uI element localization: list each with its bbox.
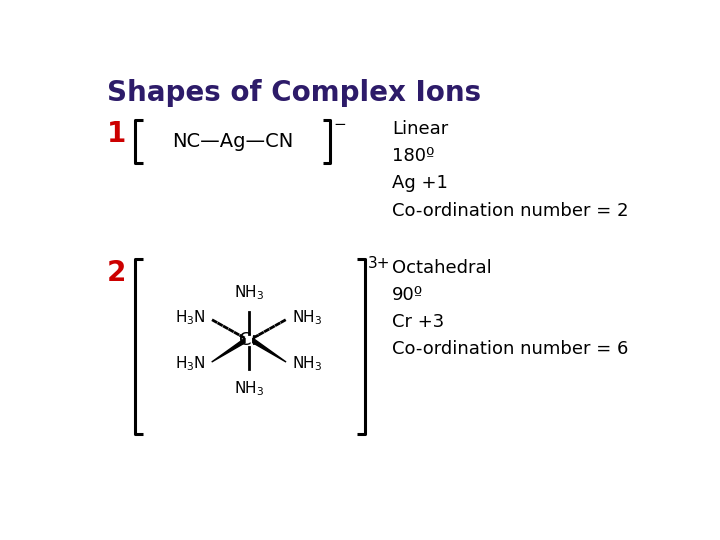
Text: 3+: 3+ [368,256,391,271]
Text: H$_3$N: H$_3$N [175,308,205,327]
Text: 2: 2 [107,259,127,287]
Text: Octahedral
90º
Cr +3
Co-ordination number = 6: Octahedral 90º Cr +3 Co-ordination numbe… [392,259,629,358]
Text: H$_3$N: H$_3$N [175,354,205,373]
Polygon shape [253,338,286,362]
Text: NH$_3$: NH$_3$ [292,354,323,373]
Text: Linear
180º
Ag +1
Co-ordination number = 2: Linear 180º Ag +1 Co-ordination number =… [392,120,629,220]
Text: Cr: Cr [239,332,259,349]
Text: Shapes of Complex Ions: Shapes of Complex Ions [107,79,481,107]
Text: −: − [333,117,346,132]
Text: NC—Ag—CN: NC—Ag—CN [172,132,293,151]
Polygon shape [212,338,245,362]
Text: NH$_3$: NH$_3$ [234,379,264,397]
Text: NH$_3$: NH$_3$ [234,284,264,302]
Text: 1: 1 [107,120,126,148]
Text: NH$_3$: NH$_3$ [292,308,323,327]
